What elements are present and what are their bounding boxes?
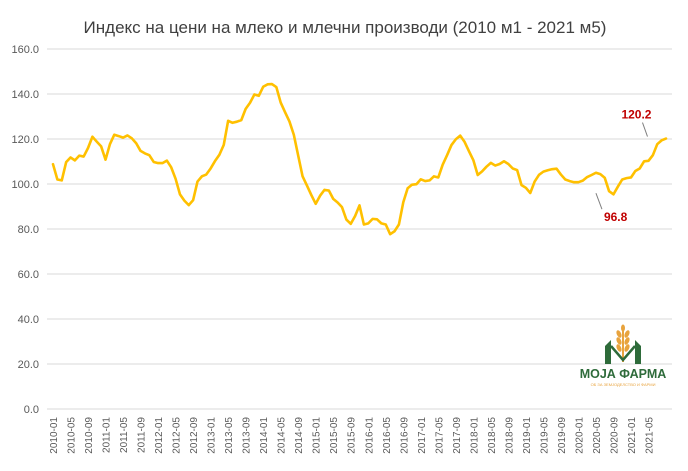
x-tick-label: 2020-09 [609,417,620,454]
series-group [51,82,668,236]
wheat-icon [616,324,630,362]
y-tick-label: 120.0 [11,134,39,146]
annotation-leader [595,193,603,210]
annotation-leader [642,122,648,137]
x-tick-label: 2012-09 [189,417,200,454]
y-tick-label: 80.0 [18,224,39,236]
x-tick-label: 2014-05 [277,417,288,454]
x-tick-label: 2011-01 [102,417,113,453]
series-line [51,82,668,236]
logo-name: МОЈА ФАРМА [580,367,667,381]
x-tick-label: 2012-05 [172,417,183,454]
x-tick-label: 2020-01 [574,417,585,454]
annotations: 96.8 120.2 [595,108,652,224]
barn-icon [605,340,641,364]
x-tick-label: 2014-01 [259,417,270,454]
chart-title: Индекс на цени на млеко и млечни произво… [84,18,607,37]
y-tick-label: 20.0 [18,359,39,371]
x-tick-label: 2017-05 [434,417,445,454]
y-tick-label: 100.0 [11,179,39,191]
y-axis-tick-labels: 0.0 20.0 40.0 60.0 80.0 100.0 120.0 140.0 160.0 [11,44,39,416]
x-tick-label: 2017-09 [452,417,463,454]
x-axis-tick-labels: 2010-01 2010-05 2010-09 2011-01 2011-05 2011-… [49,417,655,454]
x-tick-label: 2016-05 [382,417,393,454]
y-tick-label: 40.0 [18,314,39,326]
x-tick-label: 2013-05 [224,417,235,454]
x-tick-label: 2012-01 [154,417,165,454]
x-tick-label: 2015-05 [329,417,340,454]
x-tick-label: 2011-09 [137,417,148,453]
x-tick-label: 2010-05 [67,417,78,454]
moja-farma-logo: МОЈА ФАРМА ОБ ЗА ЗЕМЈОДЕЛСТВО И ФАРМИ [580,324,667,387]
x-tick-label: 2013-01 [207,417,218,454]
x-tick-label: 2019-05 [539,417,550,454]
x-tick-label: 2016-09 [399,417,410,454]
x-tick-label: 2010-01 [49,417,60,454]
grid-lines [47,48,672,410]
x-tick-label: 2015-01 [312,417,323,454]
x-tick-label: 2014-09 [294,417,305,454]
x-tick-label: 2016-01 [364,417,375,454]
x-tick-label: 2021-05 [644,417,655,454]
logo-tagline: ОБ ЗА ЗЕМЈОДЕЛСТВО И ФАРМИ [591,382,656,387]
x-tick-label: 2019-01 [522,417,533,454]
y-tick-label: 0.0 [24,404,39,416]
x-tick-label: 2020-05 [592,417,603,454]
annotation-label: 120.2 [621,108,651,122]
y-tick-label: 160.0 [11,44,39,56]
y-tick-label: 140.0 [11,89,39,101]
x-tick-label: 2019-09 [557,417,568,454]
x-tick-label: 2011-05 [119,417,130,453]
x-tick-label: 2010-09 [84,417,95,454]
y-tick-label: 60.0 [18,269,39,281]
x-tick-label: 2021-01 [627,417,638,454]
annotation-label: 96.8 [604,210,628,224]
x-tick-label: 2018-01 [469,417,480,454]
x-tick-label: 2018-09 [504,417,515,454]
x-tick-label: 2018-05 [487,417,498,454]
x-tick-label: 2017-01 [417,417,428,454]
x-tick-label: 2015-09 [347,417,358,454]
x-tick-label: 2013-09 [242,417,253,454]
